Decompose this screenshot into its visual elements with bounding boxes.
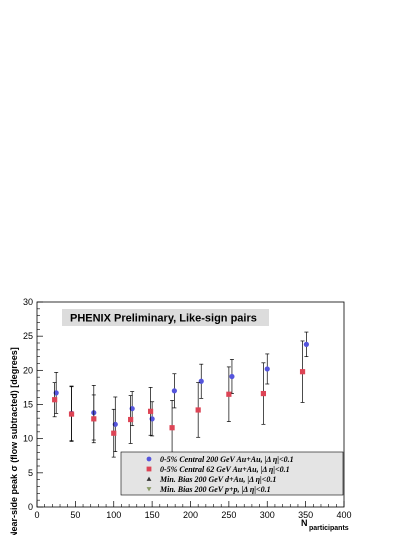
x-tick-label: 400 (336, 510, 351, 520)
x-tick-label: 250 (221, 510, 236, 520)
legend-box (120, 451, 344, 496)
data-point (229, 373, 235, 380)
x-axis-title: N (301, 518, 308, 528)
data-point (303, 341, 309, 347)
data-point (198, 378, 204, 384)
legend: 0-5% Central 200 GeV Au+Au, |Δ η|<0.10-5… (146, 455, 294, 494)
y-tick-label: 5 (28, 468, 33, 478)
x-tick-label: 100 (106, 510, 121, 520)
x-tick-label: 50 (70, 510, 80, 520)
y-axis-title: Near-side peak σ (flow subtracted) [degr… (9, 347, 19, 535)
legend-label: Min. Bias 200 GeV d+Au, |Δ η|<0.1 (159, 475, 276, 484)
x-tick-label: 0 (34, 510, 39, 520)
x-tick-label: 300 (260, 510, 275, 520)
legend-label: Min. Bias 200 GeV p+p, |Δ η|<0.1 (159, 485, 271, 494)
data-point (68, 411, 75, 417)
x-tick-label: 150 (145, 510, 160, 520)
legend-marker (146, 466, 152, 472)
y-tick-label: 30 (23, 297, 33, 307)
data-point (299, 369, 306, 375)
data-point (91, 416, 97, 422)
chart-title: PHENIX Preliminary, Like-sign pairs (70, 313, 257, 325)
y-tick-label: 0 (28, 502, 33, 512)
data-point (128, 416, 134, 423)
legend-marker (146, 487, 152, 492)
data-point (147, 408, 154, 414)
axis-ticks: 0 50 100 150 200 250 300 350 400 0 5 10 15 20 25 30 (23, 297, 352, 520)
y-tick-label: 25 (23, 331, 33, 341)
y-tick-label: 20 (23, 365, 33, 375)
data-marks (52, 331, 309, 458)
legend-marker (146, 476, 152, 481)
legend-marker (146, 456, 152, 462)
data-point (260, 390, 267, 397)
data-point (171, 388, 177, 394)
y-tick-label: 15 (23, 400, 33, 410)
data-point (111, 430, 117, 436)
x-axis-title-subscript: participants (309, 525, 349, 532)
legend-label: 0-5% Central 62 GeV Au+Au, |Δ η|<0.1 (160, 465, 290, 474)
x-tick-label: 200 (183, 510, 198, 520)
data-point (169, 425, 175, 431)
x-tick-label: 350 (298, 510, 313, 520)
data-point (52, 397, 58, 403)
data-point (226, 391, 232, 397)
data-point (264, 366, 270, 372)
legend-label: 0-5% Central 200 GeV Au+Au, |Δ η|<0.1 (160, 455, 294, 464)
data-point (195, 407, 201, 413)
y-tick-label: 10 (23, 434, 33, 444)
title-banner (62, 309, 269, 326)
